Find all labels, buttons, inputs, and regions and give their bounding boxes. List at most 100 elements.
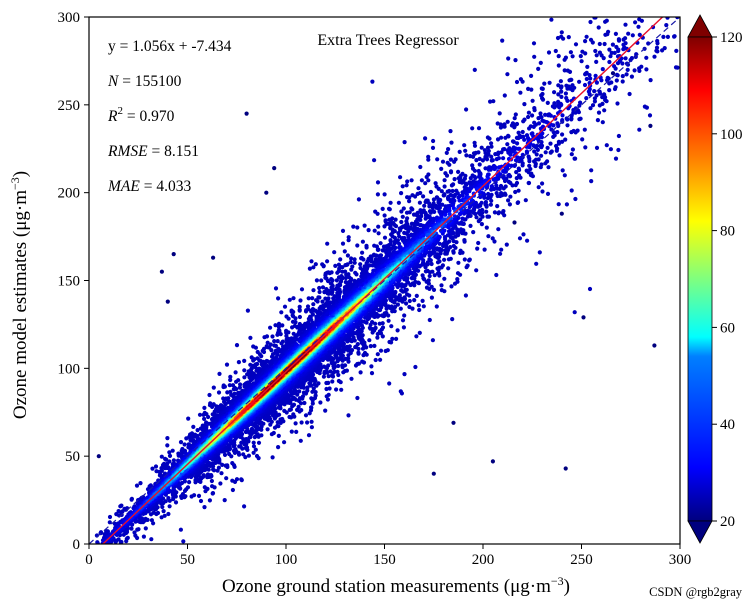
density-point xyxy=(209,478,214,484)
density-point xyxy=(494,272,499,278)
density-point xyxy=(404,301,409,306)
density-point xyxy=(553,48,558,54)
density-point xyxy=(414,293,419,298)
density-point xyxy=(297,304,302,309)
density-point xyxy=(566,35,571,40)
density-point xyxy=(407,304,412,310)
density-point xyxy=(418,190,423,196)
density-point xyxy=(547,80,552,85)
density-point xyxy=(489,154,494,159)
density-point xyxy=(655,38,660,44)
density-point xyxy=(527,126,532,131)
density-point xyxy=(297,308,302,313)
density-point xyxy=(401,325,406,330)
density-point xyxy=(129,526,134,531)
density-point xyxy=(138,481,143,486)
density-point xyxy=(523,198,528,203)
density-point xyxy=(222,384,227,389)
density-point xyxy=(287,407,292,412)
density-point xyxy=(464,153,469,158)
density-point xyxy=(276,445,281,450)
density-point xyxy=(210,404,215,409)
density-point xyxy=(512,116,517,121)
density-point xyxy=(358,370,363,375)
density-point xyxy=(560,168,565,173)
density-point xyxy=(572,310,577,315)
density-point xyxy=(297,396,302,401)
density-point xyxy=(532,54,537,59)
density-point xyxy=(242,375,247,380)
density-point xyxy=(193,474,198,479)
density-point xyxy=(472,143,478,148)
density-point xyxy=(482,247,487,252)
density-point xyxy=(360,239,365,244)
density-point xyxy=(230,478,235,483)
density-point xyxy=(241,452,246,457)
density-point xyxy=(444,173,450,178)
density-point xyxy=(484,157,490,162)
density-point xyxy=(511,139,516,144)
density-point xyxy=(644,55,649,60)
density-point xyxy=(333,263,338,268)
density-point xyxy=(375,352,380,357)
density-point xyxy=(272,339,277,344)
density-point xyxy=(463,148,468,153)
density-point xyxy=(426,178,431,183)
density-point xyxy=(580,137,585,142)
density-point xyxy=(532,149,537,154)
density-point xyxy=(318,400,323,405)
density-point xyxy=(419,210,424,216)
density-point xyxy=(489,144,494,149)
density-point xyxy=(373,325,378,330)
density-point xyxy=(323,408,328,413)
density-point xyxy=(202,505,207,510)
density-point xyxy=(472,168,477,173)
density-point xyxy=(434,304,439,309)
density-point xyxy=(563,137,568,142)
density-point xyxy=(217,371,222,376)
density-point xyxy=(388,218,393,223)
density-point xyxy=(338,352,344,357)
density-point xyxy=(210,491,216,496)
density-point xyxy=(368,344,373,349)
density-point xyxy=(501,186,506,191)
density-point xyxy=(448,157,453,162)
density-point xyxy=(355,395,360,401)
density-point xyxy=(325,259,330,264)
density-point xyxy=(443,248,448,253)
density-point xyxy=(413,194,418,199)
density-point xyxy=(251,444,257,449)
density-point xyxy=(253,365,258,370)
density-point xyxy=(395,302,400,307)
density-point xyxy=(252,435,257,440)
density-point xyxy=(424,285,430,290)
density-point xyxy=(562,68,567,73)
density-point xyxy=(196,493,202,498)
density-point xyxy=(377,321,382,326)
density-point xyxy=(167,504,172,509)
density-point xyxy=(392,246,397,251)
density-point xyxy=(488,202,493,207)
density-point xyxy=(633,20,638,25)
density-point xyxy=(369,364,374,369)
density-point xyxy=(607,47,612,52)
density-point xyxy=(335,270,340,275)
density-point xyxy=(537,250,542,255)
density-point xyxy=(552,90,557,95)
density-point xyxy=(555,35,561,41)
density-point xyxy=(324,380,329,386)
density-point xyxy=(348,260,353,265)
density-point xyxy=(313,390,318,395)
density-point xyxy=(239,477,244,482)
density-point xyxy=(527,163,532,168)
density-point xyxy=(470,163,475,168)
density-point xyxy=(216,465,221,470)
density-point xyxy=(436,186,441,191)
density-point xyxy=(339,387,344,392)
density-point xyxy=(623,41,628,46)
density-point xyxy=(326,363,331,368)
density-point xyxy=(420,298,425,303)
density-point xyxy=(560,139,565,144)
density-point xyxy=(401,206,406,211)
